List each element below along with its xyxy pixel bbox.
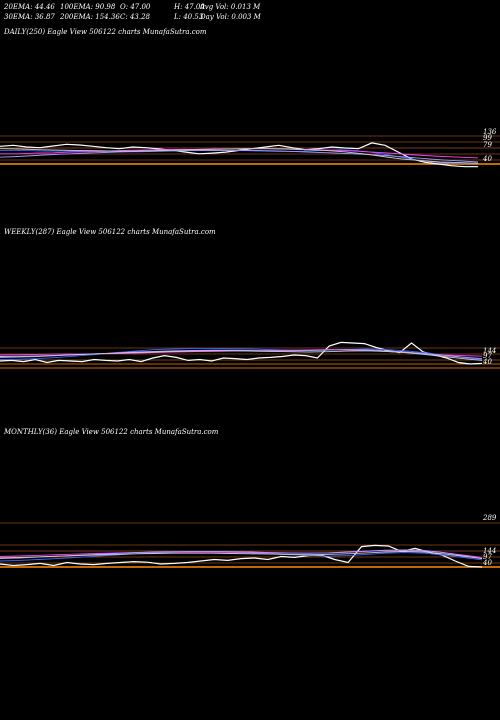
monthly-chart: 289 144 97 40	[0, 514, 500, 585]
moving-average-line	[0, 148, 479, 164]
low-value: L: 40.53	[174, 13, 204, 21]
moving-average-line	[0, 550, 483, 560]
price-line	[0, 544, 483, 568]
weekly-chart: 144 97 40	[0, 320, 500, 380]
avg-vol-value: Avg Vol: 0.013 M	[200, 3, 261, 11]
price-axis-label: 40	[482, 155, 492, 163]
price-axis-label: 144	[483, 347, 496, 355]
price-axis-label: 99	[483, 134, 492, 142]
weekly-chart-title: WEEKLY(287) Eagle View 506122 charts Mun…	[4, 228, 216, 236]
day-vol-value: Day Vol: 0.003 M	[200, 13, 261, 21]
daily-chart-title: DAILY(250) Eagle View 506122 charts Muna…	[4, 28, 207, 36]
close-value: C: 43.28	[120, 13, 150, 21]
price-axis-label: 136	[483, 128, 497, 136]
price-axis-label: 40	[482, 559, 492, 567]
price-axis-label: 144	[483, 547, 496, 555]
moving-average-line	[0, 149, 479, 163]
price-axis-label: 97	[483, 553, 492, 561]
monthly-chart-title: MONTHLY(36) Eagle View 506122 charts Mun…	[4, 428, 219, 436]
daily-chart: 136 99 79 40	[0, 120, 500, 180]
ema200-value: 200EMA: 154.36	[60, 13, 120, 21]
price-axis-label: 289	[482, 514, 497, 522]
open-value: O: 47.00	[120, 3, 151, 11]
moving-average-line	[0, 347, 483, 360]
price-axis-label: 40	[482, 358, 492, 366]
high-value: H: 47.00	[174, 3, 205, 11]
price-axis-label: 79	[483, 141, 492, 149]
ema100-value: 100EMA: 90.98	[60, 3, 116, 11]
price-axis-label: 97	[483, 352, 492, 360]
moving-average-line	[0, 350, 483, 361]
ema30-value: 30EMA: 36.87	[4, 13, 55, 21]
ema20-value: 20EMA: 44.46	[4, 3, 55, 11]
